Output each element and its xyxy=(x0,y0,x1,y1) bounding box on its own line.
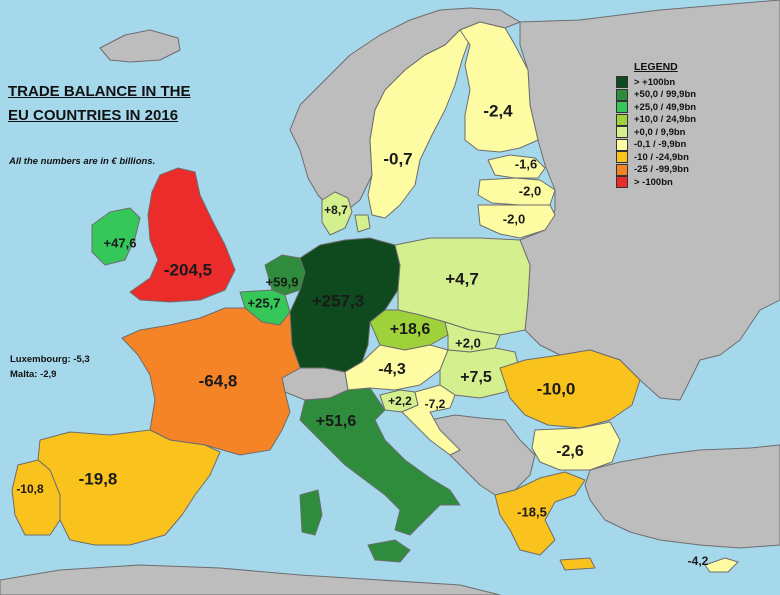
legend-swatch xyxy=(616,151,628,163)
legend-item: +25,0 / 49,9bn xyxy=(616,101,716,113)
country-greece[interactable] xyxy=(494,471,596,571)
label-greece: -18,5 xyxy=(517,504,547,519)
north-africa-region xyxy=(0,564,501,595)
label-austria: -4,3 xyxy=(378,361,406,378)
value-labels: -0,7 -2,4 -1,6 -2,0 -2,0 +8,7 +47,6 -204… xyxy=(16,101,708,568)
label-slovakia: +2,0 xyxy=(455,335,481,350)
legend-label: > +100bn xyxy=(634,76,676,88)
label-germany: +257,3 xyxy=(312,291,364,310)
label-italy: +51,6 xyxy=(316,413,357,430)
title-line-2: EU COUNTRIES IN 2016 xyxy=(8,107,179,124)
country-portugal[interactable] xyxy=(11,459,61,536)
label-latvia: -2,0 xyxy=(519,183,541,198)
legend-swatch xyxy=(616,163,628,176)
map-subtitle: All the numbers are in € billions. xyxy=(9,156,156,167)
legend-item: -0,1 / -9,9bn xyxy=(616,138,716,151)
country-finland[interactable] xyxy=(459,21,539,153)
label-cyprus: -4,2 xyxy=(688,554,709,568)
legend-swatch xyxy=(616,138,628,151)
country-cyprus[interactable] xyxy=(704,557,739,573)
label-sweden: -0,7 xyxy=(383,149,412,168)
label-portugal: -10,8 xyxy=(16,482,44,496)
legend-item: -25 / -99,9bn xyxy=(616,163,716,176)
legend-label: +0,0 / 9,9bn xyxy=(634,126,686,138)
legend-label: +25,0 / 49,9bn xyxy=(634,101,697,113)
country-hungary[interactable] xyxy=(439,347,521,399)
label-ireland: +47,6 xyxy=(104,235,137,250)
legend-swatch xyxy=(616,88,628,101)
title-line-1: TRADE BALANCE IN THE xyxy=(8,83,191,100)
country-bulgaria[interactable] xyxy=(531,421,621,471)
legend-item: -10 / -24,9bn xyxy=(616,151,716,163)
legend-items: > +100bn +50,0 / 99,9bn +25,0 / 49,9bn +10,… xyxy=(616,76,716,188)
country-france[interactable] xyxy=(121,307,301,456)
legend-label: -25 / -99,9bn xyxy=(634,164,689,175)
legend-swatch xyxy=(616,101,628,113)
legend-swatch xyxy=(616,176,628,188)
footnotes: Luxembourg: -5,3 Malta: -2,9 xyxy=(10,352,90,382)
label-estonia: -1,6 xyxy=(515,156,537,171)
turkey-region xyxy=(584,444,780,549)
country-ireland[interactable] xyxy=(91,207,141,266)
legend-item: > -100bn xyxy=(616,176,716,188)
country-latvia[interactable] xyxy=(477,177,556,206)
country-romania[interactable] xyxy=(499,349,641,429)
label-hungary: +7,5 xyxy=(460,369,492,386)
legend-label: +50,0 / 99,9bn xyxy=(634,89,697,100)
map-title: TRADE BALANCE IN THE EU COUNTRIES IN 201… xyxy=(8,80,191,128)
legend-item: > +100bn xyxy=(616,76,716,88)
legend-label: -10 / -24,9bn xyxy=(634,151,689,163)
eu-countries xyxy=(11,21,739,573)
label-lithuania: -2,0 xyxy=(503,211,525,226)
label-finland: -2,4 xyxy=(483,101,513,120)
country-denmark[interactable] xyxy=(321,191,371,236)
country-italy[interactable] xyxy=(299,387,461,563)
note-luxembourg: Luxembourg: -5,3 xyxy=(10,354,90,365)
legend-item: +10,0 / 24,9bn xyxy=(616,113,716,126)
label-romania: -10,0 xyxy=(537,379,576,398)
country-sweden[interactable] xyxy=(367,29,471,219)
legend-label: > -100bn xyxy=(634,176,673,188)
legend-swatch xyxy=(616,76,628,88)
label-poland: +4,7 xyxy=(445,269,479,288)
legend-item: +0,0 / 9,9bn xyxy=(616,126,716,138)
legend-title: LEGEND xyxy=(634,61,678,73)
label-slovenia: +2,2 xyxy=(388,394,412,408)
country-estonia[interactable] xyxy=(487,154,546,179)
label-croatia: -7,2 xyxy=(425,397,446,411)
legend-label: -0,1 / -9,9bn xyxy=(634,139,687,150)
label-bulgaria: -2,6 xyxy=(556,443,584,460)
label-czechia: +18,6 xyxy=(390,321,431,338)
balkans-region xyxy=(429,414,536,496)
label-spain: -19,8 xyxy=(79,469,118,488)
country-croatia[interactable] xyxy=(401,384,461,456)
legend-item: +50,0 / 99,9bn xyxy=(616,88,716,101)
iceland-region xyxy=(99,29,181,63)
label-uk: -204,5 xyxy=(164,260,212,279)
country-uk[interactable] xyxy=(129,167,236,303)
country-lithuania[interactable] xyxy=(477,204,556,239)
label-france: -64,8 xyxy=(199,371,238,390)
legend: LEGEND > +100bn +50,0 / 99,9bn +25,0 / 49,… xyxy=(616,61,716,189)
legend-swatch xyxy=(616,126,628,138)
label-netherlands: +59,9 xyxy=(266,274,299,289)
legend-swatch xyxy=(616,113,628,126)
legend-label: +10,0 / 24,9bn xyxy=(634,114,697,125)
label-denmark: +8,7 xyxy=(324,203,348,217)
note-malta: Malta: -2,9 xyxy=(10,369,57,380)
label-belgium: +25,7 xyxy=(248,295,281,310)
